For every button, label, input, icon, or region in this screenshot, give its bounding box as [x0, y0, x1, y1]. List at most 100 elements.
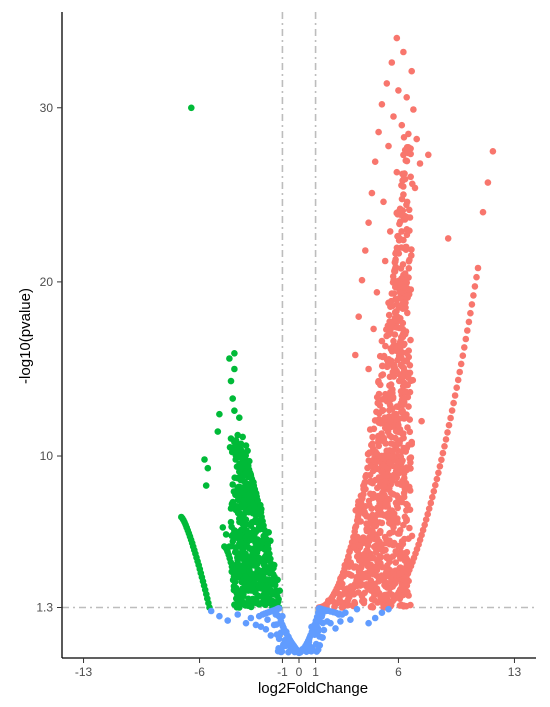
data-point [234, 611, 241, 618]
data-point [398, 121, 406, 129]
data-point [371, 614, 379, 622]
data-point [391, 268, 399, 275]
data-point [404, 588, 411, 596]
data-point [395, 250, 403, 257]
data-point [275, 635, 283, 643]
data-point [386, 459, 393, 467]
data-point [398, 228, 405, 235]
data-point [390, 412, 398, 419]
data-point [406, 483, 413, 491]
data-point [377, 527, 384, 535]
data-point [314, 646, 322, 653]
data-point [227, 435, 235, 442]
data-point [357, 518, 365, 525]
data-point [445, 421, 453, 429]
data-point [239, 587, 246, 595]
data-point [270, 621, 278, 629]
data-point [285, 639, 293, 646]
data-point [279, 612, 286, 620]
data-point [392, 559, 400, 566]
data-point [456, 368, 464, 376]
data-point [368, 505, 375, 512]
data-point [231, 350, 238, 357]
data-point [373, 458, 380, 466]
data-point [226, 543, 233, 550]
data-point [447, 414, 454, 422]
data-point [377, 495, 385, 502]
data-point [251, 579, 258, 587]
data-point [376, 500, 383, 508]
data-point [403, 358, 411, 365]
data-point [242, 558, 250, 566]
data-point [382, 546, 389, 554]
data-point [400, 341, 407, 349]
data-point [246, 545, 253, 552]
data-point [365, 365, 372, 373]
data-point [247, 614, 255, 622]
data-point [402, 299, 409, 307]
data-point [425, 151, 432, 159]
data-point [400, 602, 408, 609]
data-point [368, 189, 376, 197]
data-point [442, 436, 450, 443]
data-point [403, 515, 410, 523]
data-point [365, 619, 372, 627]
x-tick-label: 0 [296, 665, 303, 679]
data-point [380, 198, 387, 206]
data-point [389, 273, 397, 280]
data-point [400, 446, 408, 453]
tick-marks: -13 -6 -1 0 1 6 13 1.3 10 20 30 [36, 101, 521, 679]
data-point [406, 214, 414, 221]
data-point [230, 566, 238, 574]
data-point [403, 381, 411, 388]
data-point [204, 464, 212, 472]
data-point [405, 265, 413, 272]
data-point [484, 179, 492, 186]
data-point [407, 601, 414, 609]
data-point [401, 216, 409, 223]
data-point [342, 609, 349, 616]
data-point [346, 547, 353, 555]
data-point [436, 463, 444, 470]
data-point [386, 558, 393, 566]
data-point [391, 580, 399, 587]
data-point [379, 489, 386, 497]
data-point [231, 527, 238, 535]
data-point [375, 377, 382, 385]
data-point [238, 596, 245, 603]
data-point [399, 325, 407, 333]
data-point [393, 428, 401, 435]
y-tick-label: 30 [40, 101, 54, 115]
data-point [352, 351, 359, 359]
data-point [444, 235, 452, 242]
data-point [214, 428, 222, 435]
data-point [444, 429, 451, 436]
data-point [387, 381, 395, 388]
data-point [231, 407, 238, 415]
data-point [403, 157, 411, 165]
data-point [309, 630, 316, 637]
data-point [242, 619, 250, 627]
data-point [234, 431, 241, 439]
data-point [246, 565, 253, 573]
data-point [369, 527, 376, 535]
data-point [353, 605, 361, 613]
data-point [408, 67, 416, 75]
data-point [302, 642, 309, 650]
data-point [454, 376, 462, 384]
data-point [465, 318, 473, 326]
data-point [264, 616, 271, 623]
data-point [370, 325, 377, 333]
data-point [365, 457, 373, 464]
data-point [370, 445, 377, 453]
data-point [378, 563, 386, 571]
data-point [427, 499, 435, 507]
data-point [394, 356, 401, 364]
data-point [385, 311, 393, 319]
data-point [378, 101, 386, 108]
data-point [267, 632, 275, 639]
data-point [315, 616, 323, 623]
data-point [260, 586, 268, 594]
data-point [382, 501, 390, 509]
data-point [399, 319, 407, 327]
